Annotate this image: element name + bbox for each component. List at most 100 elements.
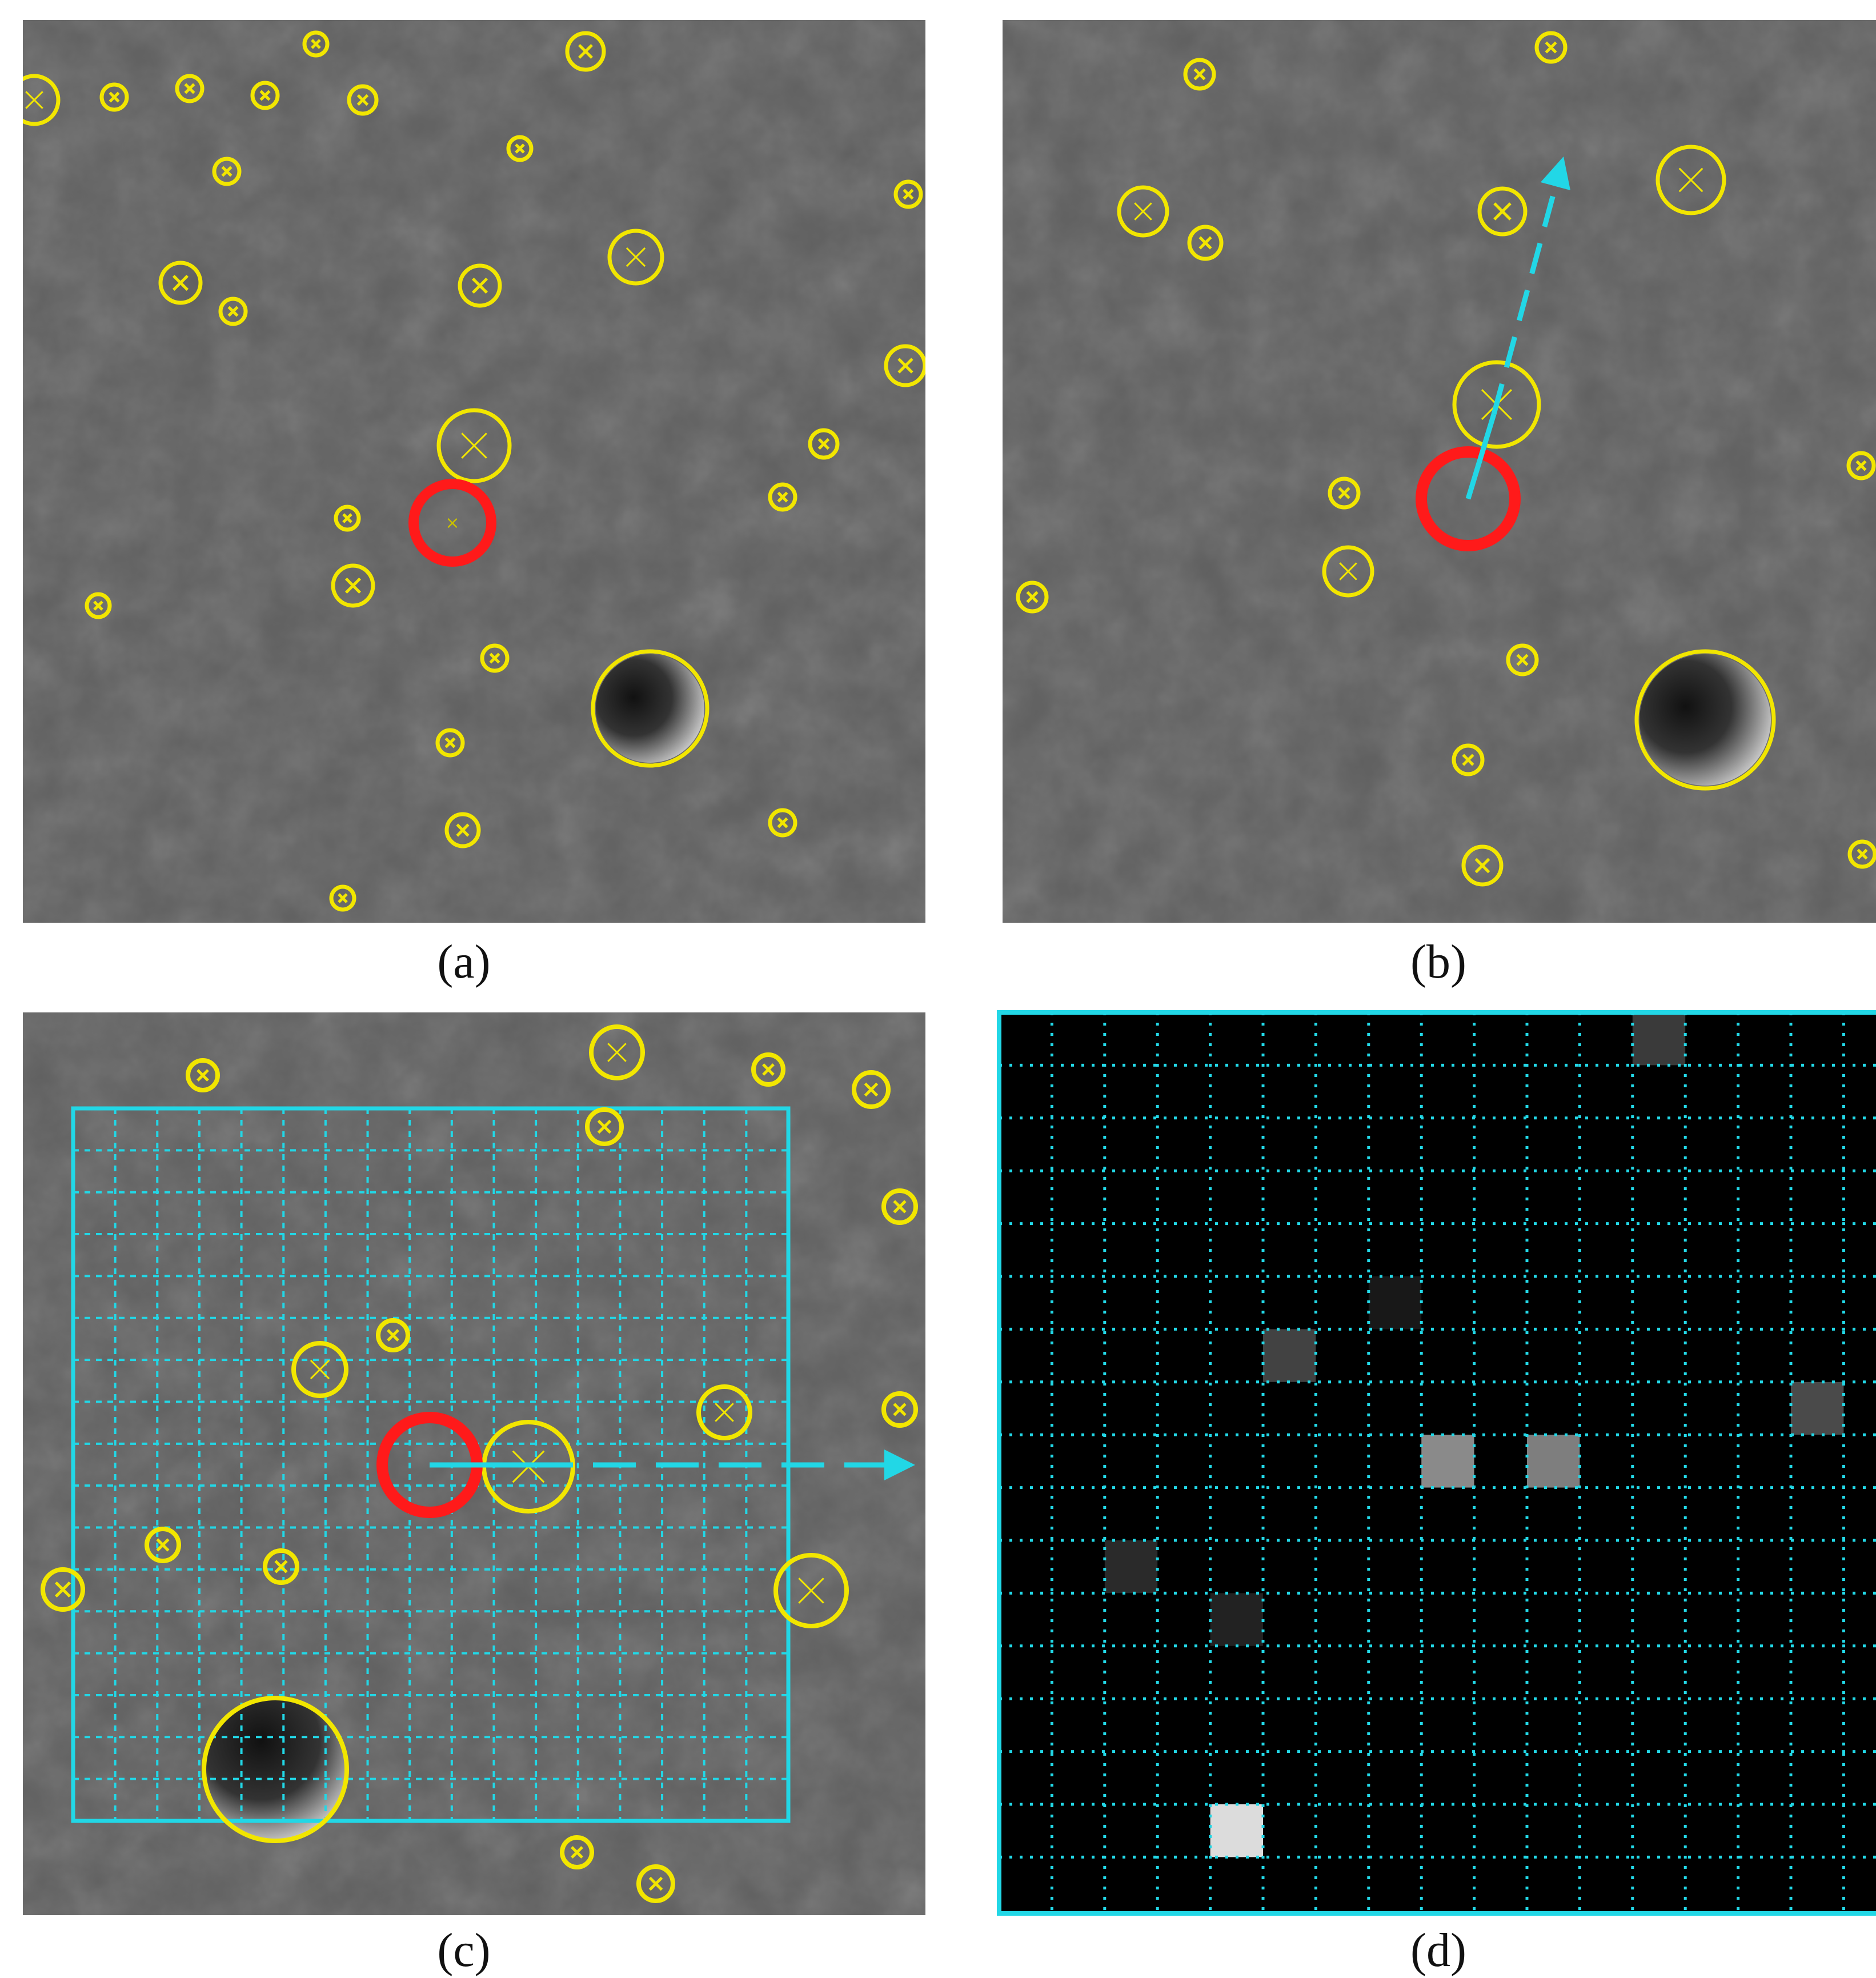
crater-ring <box>186 1058 220 1092</box>
crater-center-mark <box>715 1403 734 1422</box>
crater-center-mark <box>897 358 913 374</box>
crater-ring <box>23 74 61 126</box>
occupied-cells <box>1104 1012 1844 1857</box>
crater-detections <box>23 30 925 912</box>
crater-ring <box>636 1864 675 1903</box>
crater-center-mark <box>311 39 321 49</box>
large-crater-ring <box>591 649 709 768</box>
crater-ring <box>560 1835 594 1869</box>
crater-ring <box>435 728 465 758</box>
crater-ring <box>212 157 242 186</box>
crater-ring <box>145 1527 181 1563</box>
panel-d <box>997 1010 1876 1916</box>
crater-center-mark <box>1338 487 1350 499</box>
crater-center-mark <box>1134 202 1152 221</box>
crater-ring <box>291 1341 348 1398</box>
feature-cell <box>1791 1382 1844 1435</box>
crater-ring <box>175 74 205 103</box>
crater-ring <box>302 30 330 58</box>
crater-detections <box>1016 31 1876 887</box>
crater-ring <box>1187 225 1224 261</box>
crater-ring <box>1655 145 1726 215</box>
crater-center-mark <box>109 91 120 103</box>
crater-center-mark <box>274 1560 288 1573</box>
crater-center-mark <box>1026 591 1039 603</box>
target-crater-ring <box>408 479 496 567</box>
crater-center-mark <box>1545 41 1557 54</box>
caption-b: (b) <box>1410 935 1466 988</box>
crater-center-mark <box>1474 858 1490 874</box>
crater-center-mark <box>344 577 362 594</box>
crater-ring <box>263 1548 299 1585</box>
crater-center-mark <box>1857 848 1868 860</box>
crater-ring <box>1452 360 1541 449</box>
crater-center-mark <box>461 433 487 459</box>
crater-ring <box>768 482 797 512</box>
crater-ring <box>585 1107 624 1146</box>
map-border <box>997 1010 1876 1916</box>
crater-center-mark <box>342 513 352 523</box>
crater-center-mark <box>893 1200 907 1214</box>
crater-ring <box>773 1553 849 1628</box>
crater-ring <box>1452 743 1485 776</box>
crater-center-mark <box>903 189 914 200</box>
crater-center-mark <box>515 143 525 154</box>
crater-ring <box>1328 477 1361 510</box>
crater-center-mark <box>471 277 488 294</box>
crater-ring <box>565 31 606 72</box>
crater-ring <box>436 408 512 483</box>
crater-ring <box>1183 58 1216 91</box>
crater-center-mark <box>817 438 830 450</box>
feature-cell <box>1210 1593 1263 1646</box>
crater-ring <box>768 808 797 838</box>
motion-arrow-solid <box>1465 413 1497 500</box>
crater-ring <box>480 643 510 673</box>
crater-ring <box>1506 643 1539 676</box>
crater-center-mark <box>184 83 195 94</box>
crater-center-mark <box>1516 654 1529 666</box>
panel-a-image: × <box>23 20 925 923</box>
crater-center-mark <box>648 1876 663 1891</box>
feature-cell <box>1632 1012 1686 1066</box>
crater-center-mark <box>310 1359 330 1380</box>
crater-center-mark <box>762 1063 775 1076</box>
crater-ring <box>1477 186 1528 237</box>
crater-center-mark <box>1198 236 1212 250</box>
crater-center-mark <box>1678 167 1703 193</box>
crater-center-mark <box>777 817 788 828</box>
crater-center-mark <box>93 600 103 611</box>
crater-ring <box>589 1024 645 1080</box>
feature-grid <box>999 1012 1876 1913</box>
crater-center-mark <box>571 1846 583 1859</box>
panel-a: × <box>23 20 925 923</box>
crater-ring <box>808 428 840 460</box>
crater-ring <box>331 563 375 608</box>
feature-cell <box>1368 1276 1422 1330</box>
crater-ring <box>506 135 534 162</box>
crater-ring <box>99 82 129 112</box>
crater-detections <box>41 1024 918 1903</box>
crater-center-mark <box>489 652 500 664</box>
crater-ring <box>376 1318 410 1352</box>
crater-ring <box>1117 185 1169 238</box>
crater-center-mark <box>338 893 348 903</box>
crater-center-mark <box>54 1581 71 1598</box>
crater-ring <box>158 261 203 305</box>
crater-ring <box>329 884 356 912</box>
feature-cell <box>1263 1329 1316 1382</box>
crater-center-mark <box>1462 754 1474 766</box>
svg-text:×: × <box>445 513 459 533</box>
feature-cell <box>1527 1435 1580 1488</box>
crater-center-mark <box>1855 460 1867 471</box>
caption-d: (d) <box>1410 1924 1466 1977</box>
panel-b <box>1003 20 1876 923</box>
panel-c <box>23 1012 925 1915</box>
crater-center-mark <box>798 1577 824 1604</box>
crater-center-mark <box>597 1119 612 1134</box>
crater-ring <box>1847 839 1876 869</box>
crater-center-mark <box>1339 562 1357 580</box>
crater-center-mark <box>387 1329 399 1342</box>
crater-ring <box>444 812 481 848</box>
crater-ring <box>347 84 379 116</box>
feature-cell <box>1421 1435 1474 1488</box>
